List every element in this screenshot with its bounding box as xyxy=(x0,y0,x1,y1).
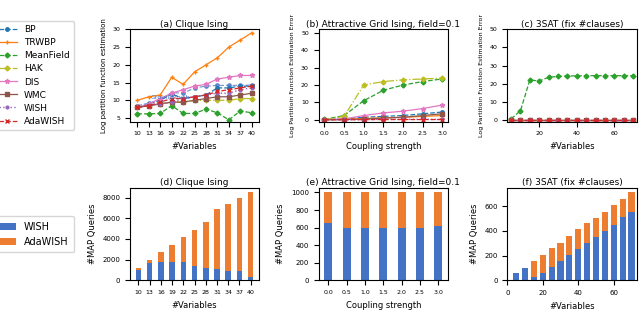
Bar xyxy=(548,248,555,267)
Bar xyxy=(575,249,581,280)
Bar xyxy=(602,212,608,231)
Bar xyxy=(593,237,599,280)
Bar xyxy=(361,192,369,228)
Bar xyxy=(136,270,141,280)
Bar xyxy=(192,266,197,280)
Bar xyxy=(540,255,546,273)
X-axis label: #Variables: #Variables xyxy=(549,142,595,151)
Bar xyxy=(566,236,573,255)
Bar xyxy=(248,192,253,277)
Bar xyxy=(593,218,599,237)
Bar xyxy=(584,243,590,280)
Bar xyxy=(237,198,242,271)
Bar xyxy=(342,228,351,280)
Bar xyxy=(225,271,231,280)
Title: (e) Attractive Grid Ising, field=0.1: (e) Attractive Grid Ising, field=0.1 xyxy=(307,178,460,187)
Bar xyxy=(248,277,253,280)
Bar xyxy=(611,225,617,280)
Bar xyxy=(342,192,351,228)
Bar xyxy=(531,261,537,277)
Bar xyxy=(602,231,608,280)
Bar xyxy=(147,263,152,280)
Bar xyxy=(180,262,186,280)
X-axis label: #Variables: #Variables xyxy=(549,302,595,311)
Legend: BP, TRWBP, MeanField, HAK, DIS, WMC, WISH, AdaWISH: BP, TRWBP, MeanField, HAK, DIS, WMC, WIS… xyxy=(0,21,74,130)
Bar xyxy=(540,273,546,280)
Bar xyxy=(611,205,617,225)
Bar xyxy=(361,228,369,280)
Bar xyxy=(203,222,209,268)
Bar xyxy=(522,268,528,280)
Title: (c) 3SAT (fix #clauses): (c) 3SAT (fix #clauses) xyxy=(521,20,623,29)
Title: (a) Clique Ising: (a) Clique Ising xyxy=(161,20,228,29)
Bar xyxy=(170,262,175,280)
Bar xyxy=(324,192,332,223)
Bar xyxy=(531,277,537,280)
Bar xyxy=(397,228,406,280)
X-axis label: #Variables: #Variables xyxy=(172,301,218,310)
Bar xyxy=(380,192,387,228)
X-axis label: Coupling strength: Coupling strength xyxy=(346,301,421,310)
Bar xyxy=(170,245,175,262)
Bar xyxy=(158,252,164,262)
Bar xyxy=(575,229,581,249)
Bar xyxy=(416,192,424,228)
Bar xyxy=(416,228,424,280)
Bar xyxy=(214,209,220,269)
Bar xyxy=(324,223,332,280)
Bar xyxy=(237,271,242,280)
Bar xyxy=(557,260,564,280)
Bar xyxy=(147,260,152,263)
Title: (d) Clique Ising: (d) Clique Ising xyxy=(160,178,228,187)
X-axis label: Coupling strength: Coupling strength xyxy=(346,142,421,151)
Bar xyxy=(628,212,635,280)
Y-axis label: #MAP Queries: #MAP Queries xyxy=(470,204,479,264)
Bar xyxy=(136,268,141,270)
Bar xyxy=(620,217,626,280)
Y-axis label: Log partition function estimation: Log partition function estimation xyxy=(100,18,107,133)
Bar xyxy=(380,228,387,280)
Bar xyxy=(434,226,442,280)
Bar xyxy=(513,273,519,280)
Bar xyxy=(628,192,635,212)
Y-axis label: #MAP Queries: #MAP Queries xyxy=(88,204,97,264)
Bar xyxy=(180,237,186,262)
Bar xyxy=(158,262,164,280)
Bar xyxy=(584,223,590,243)
Title: (b) Attractive Grid Ising, field=0.1: (b) Attractive Grid Ising, field=0.1 xyxy=(307,20,460,29)
X-axis label: #Variables: #Variables xyxy=(172,142,218,151)
Y-axis label: Log Partitioin Function Estimation Error: Log Partitioin Function Estimation Error xyxy=(479,14,484,137)
Bar xyxy=(566,255,573,280)
Bar xyxy=(225,204,231,271)
Bar xyxy=(192,230,197,266)
Legend: WISH, AdaWISH: WISH, AdaWISH xyxy=(0,216,74,252)
Bar xyxy=(434,192,442,226)
Y-axis label: #MAP Queries: #MAP Queries xyxy=(276,204,285,264)
Bar xyxy=(557,243,564,260)
Title: (f) 3SAT (fix #clauses): (f) 3SAT (fix #clauses) xyxy=(522,178,623,187)
Bar xyxy=(548,267,555,280)
Y-axis label: Log Partitioin Function Estimation Error: Log Partitioin Function Estimation Error xyxy=(291,14,296,137)
Bar xyxy=(214,269,220,280)
Text: GroundTruth: GroundTruth xyxy=(151,95,190,100)
Bar xyxy=(397,192,406,228)
Bar xyxy=(620,199,626,217)
Bar xyxy=(203,268,209,280)
